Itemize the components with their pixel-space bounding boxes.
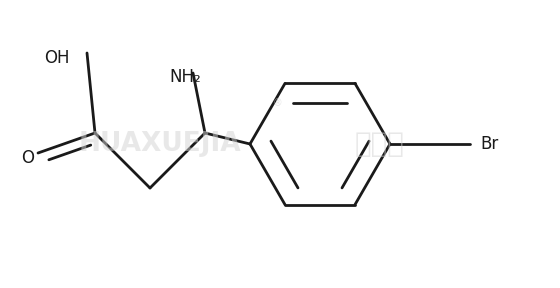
Text: ®: ® <box>273 98 283 108</box>
Text: 化学加: 化学加 <box>355 130 405 158</box>
Text: O: O <box>21 149 35 167</box>
Text: NH₂: NH₂ <box>169 68 201 86</box>
Text: Br: Br <box>480 135 498 153</box>
Text: HUAXUEJIA: HUAXUEJIA <box>79 131 241 157</box>
Text: OH: OH <box>44 49 70 67</box>
